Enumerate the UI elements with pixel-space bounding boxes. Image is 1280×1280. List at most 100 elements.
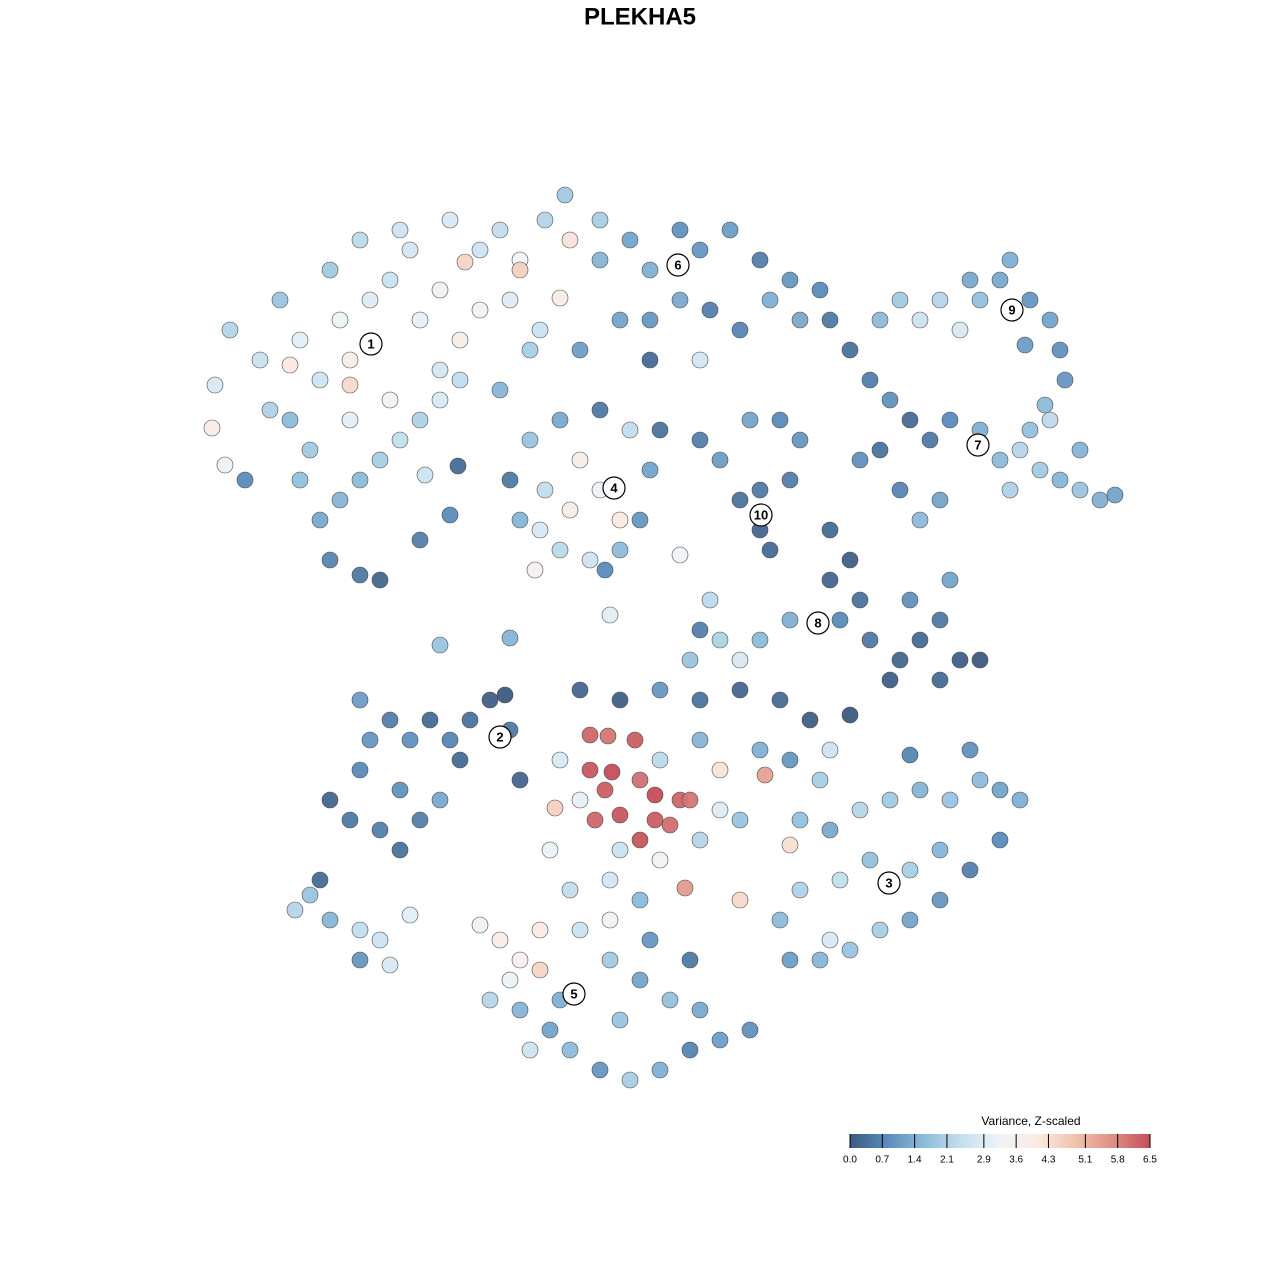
point (731, 811, 749, 829)
point (281, 411, 299, 429)
point (861, 851, 879, 869)
point (761, 291, 779, 309)
point (1036, 396, 1054, 414)
point (451, 371, 469, 389)
point (911, 781, 929, 799)
point (641, 311, 659, 329)
point (621, 231, 639, 249)
point (801, 711, 819, 729)
point (631, 831, 649, 849)
point (881, 391, 899, 409)
point (236, 471, 254, 489)
point (641, 461, 659, 479)
point (691, 731, 709, 749)
point (741, 411, 759, 429)
colorbar-tick-label: 0.0 (843, 1155, 857, 1166)
point (841, 341, 859, 359)
point (561, 881, 579, 899)
colorbar-tick-label: 2.1 (940, 1155, 954, 1166)
cluster-label: 7 (974, 437, 981, 452)
point (631, 771, 649, 789)
chart-title: PLEKHA5 (584, 3, 696, 30)
point (586, 811, 604, 829)
point (691, 621, 709, 639)
point (491, 381, 509, 399)
point (901, 746, 919, 764)
point (931, 291, 949, 309)
point (561, 501, 579, 519)
point (631, 891, 649, 909)
point (1011, 791, 1029, 809)
point (1011, 441, 1029, 459)
point (731, 651, 749, 669)
point (731, 321, 749, 339)
point (711, 451, 729, 469)
point (401, 906, 419, 924)
point (601, 951, 619, 969)
point (781, 471, 799, 489)
point (991, 781, 1009, 799)
point (991, 271, 1009, 289)
point (571, 341, 589, 359)
point (931, 491, 949, 509)
point (511, 261, 529, 279)
point (611, 541, 629, 559)
point (501, 471, 519, 489)
point (601, 911, 619, 929)
point (651, 421, 669, 439)
point (711, 631, 729, 649)
point (671, 546, 689, 564)
point (206, 376, 224, 394)
cluster-label-badge (877, 871, 901, 895)
point (961, 741, 979, 759)
point (551, 541, 569, 559)
point (561, 231, 579, 249)
point (496, 686, 514, 704)
point (526, 561, 544, 579)
cluster-label: 1 (367, 336, 374, 351)
point (301, 441, 319, 459)
point (781, 751, 799, 769)
point (511, 771, 529, 789)
point (871, 921, 889, 939)
point (681, 651, 699, 669)
point (921, 431, 939, 449)
point (701, 591, 719, 609)
point (321, 261, 339, 279)
point (781, 951, 799, 969)
point (791, 811, 809, 829)
point (731, 681, 749, 699)
point (451, 751, 469, 769)
point (531, 321, 549, 339)
point (321, 791, 339, 809)
point (371, 571, 389, 589)
point (581, 551, 599, 569)
point (821, 741, 839, 759)
cluster-label-badge (1000, 298, 1024, 322)
point (596, 781, 614, 799)
cluster-label: 3 (885, 875, 892, 890)
point (1021, 421, 1039, 439)
colorbar-tick-label: 5.1 (1078, 1155, 1092, 1166)
point (1051, 471, 1069, 489)
point (471, 241, 489, 259)
point (621, 1071, 639, 1089)
colorbar-tick-label: 2.9 (977, 1155, 991, 1166)
point (841, 551, 859, 569)
point (351, 921, 369, 939)
point (851, 591, 869, 609)
point (491, 221, 509, 239)
point (511, 951, 529, 969)
point (441, 731, 459, 749)
point (691, 831, 709, 849)
point (646, 811, 664, 829)
point (971, 651, 989, 669)
point (631, 511, 649, 529)
point (1071, 441, 1089, 459)
point (871, 441, 889, 459)
point (361, 731, 379, 749)
point (661, 816, 679, 834)
point (771, 691, 789, 709)
point (1021, 291, 1039, 309)
point (391, 781, 409, 799)
